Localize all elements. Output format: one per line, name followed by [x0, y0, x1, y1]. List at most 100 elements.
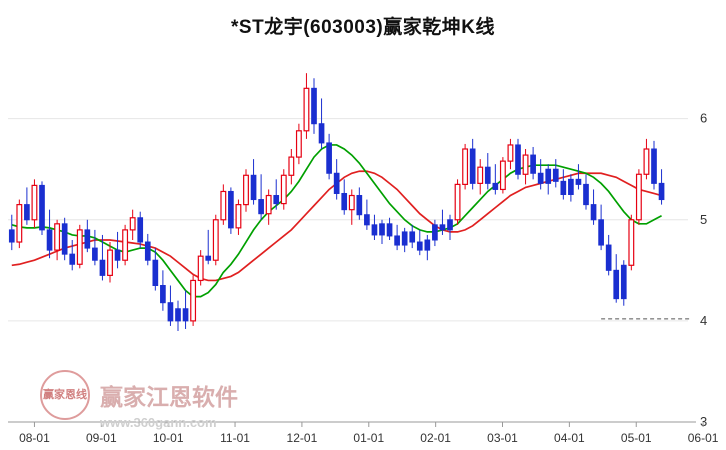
y-axis-tick-label: 5	[700, 212, 707, 227]
x-axis-tick-label: 09-01	[86, 431, 117, 445]
candlestick	[61, 217, 68, 261]
candlestick	[530, 146, 536, 180]
candlestick	[92, 229, 98, 266]
candlestick	[129, 209, 136, 240]
x-axis-tick-label: 12-01	[287, 431, 318, 445]
candlestick	[507, 138, 514, 170]
y-axis-tick-label: 6	[700, 111, 707, 126]
candlestick	[228, 187, 234, 234]
candlestick	[175, 300, 181, 331]
candlestick	[258, 174, 264, 220]
candlestick	[371, 214, 378, 240]
candlestick	[552, 159, 559, 188]
candlestick	[205, 229, 212, 265]
candlestick	[432, 219, 438, 247]
candlestick	[492, 164, 499, 195]
candlestick	[265, 189, 272, 225]
candlestick	[235, 199, 242, 235]
candlestick	[167, 285, 174, 326]
candlestick	[537, 159, 544, 190]
candlestick	[401, 227, 408, 253]
candlestick	[152, 248, 159, 291]
candlestick	[613, 254, 620, 303]
candlestick	[583, 174, 589, 210]
candlestick	[144, 233, 151, 266]
candlestick	[447, 214, 453, 240]
candlestick	[250, 159, 257, 205]
candlestick	[545, 164, 552, 195]
candlestick	[122, 224, 129, 266]
x-axis-tick-label: 11-01	[220, 431, 250, 445]
candlestick	[137, 211, 144, 249]
candlestick	[197, 250, 204, 286]
x-axis-tick-label: 02-01	[420, 431, 451, 445]
candlestick	[107, 242, 113, 283]
candlestick	[568, 174, 574, 202]
candlestick	[311, 78, 317, 134]
candlestick	[39, 181, 45, 235]
candlestick	[424, 234, 431, 261]
y-axis-tick-label: 3	[700, 414, 707, 429]
candlestick	[280, 169, 287, 210]
candlestick	[76, 224, 83, 269]
candlestick	[160, 270, 166, 311]
candlestick	[326, 133, 332, 180]
candlestick	[31, 179, 38, 228]
candlestick	[46, 209, 53, 259]
candlestick	[333, 159, 340, 200]
candlestick	[620, 260, 627, 306]
candlestick	[303, 73, 310, 139]
candlestick	[54, 219, 61, 261]
candlestick	[515, 138, 521, 180]
x-axis-tick-label: 03-01	[487, 431, 518, 445]
candlestick	[190, 275, 197, 326]
candlestick	[605, 234, 612, 276]
candlestick	[69, 240, 76, 271]
candlestick	[409, 224, 416, 249]
candlestick	[99, 234, 106, 281]
candlestick	[220, 184, 227, 225]
candlestick	[348, 189, 355, 225]
candlestick	[499, 157, 506, 194]
candlestick	[635, 169, 642, 225]
candlestick	[643, 138, 650, 180]
candlestick	[416, 229, 423, 256]
candlestick	[462, 143, 469, 190]
x-axis-tick-label: 01-01	[353, 431, 384, 445]
candlestick	[575, 164, 582, 190]
candlestick	[394, 224, 400, 251]
x-axis-tick-label: 06-01	[688, 431, 719, 445]
x-axis-tick-label: 10-01	[153, 431, 184, 445]
candlestick	[386, 217, 393, 240]
x-axis-tick-label: 04-01	[554, 431, 585, 445]
candlestick	[651, 140, 657, 190]
candlestick	[484, 153, 491, 190]
candlestick	[590, 189, 597, 225]
candlestick	[658, 169, 665, 205]
candlestick	[454, 179, 461, 225]
x-axis-tick-label: 05-01	[621, 431, 652, 445]
candlestick	[16, 199, 23, 249]
candlestick	[364, 199, 370, 230]
candlestick	[439, 209, 446, 235]
candlestick	[356, 187, 363, 220]
candlestick	[273, 179, 280, 210]
candlestick	[628, 214, 635, 271]
candlestick	[295, 123, 302, 165]
candlestick	[341, 179, 348, 215]
candlestick	[288, 149, 295, 185]
candlestick	[318, 98, 325, 149]
candlestick	[114, 231, 121, 269]
candlestick	[560, 169, 567, 200]
candlestick	[182, 290, 189, 329]
page-title: *ST龙宇(603003)赢家乾坤K线	[231, 17, 495, 38]
candlestick	[469, 138, 476, 190]
candlestick	[212, 214, 219, 266]
candlestick	[522, 149, 529, 185]
x-axis-tick-label: 08-01	[19, 431, 50, 445]
candlestick	[24, 187, 30, 225]
candlestick	[477, 159, 484, 195]
candlestick	[243, 169, 249, 212]
